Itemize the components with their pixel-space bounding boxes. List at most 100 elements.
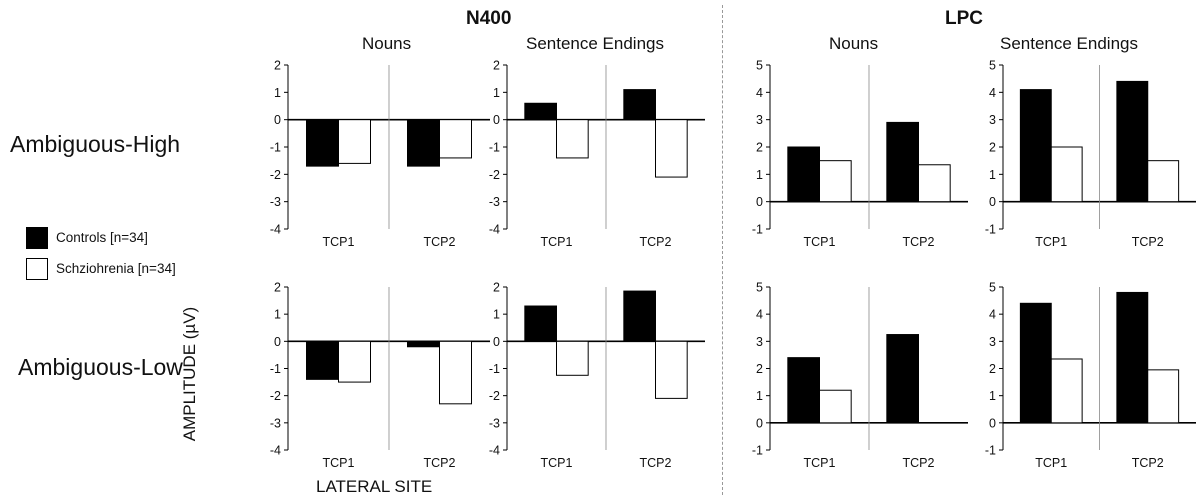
- x-tick-label: TCP2: [640, 235, 672, 249]
- x-tick-label: TCP2: [1132, 235, 1164, 249]
- x-tick-label: TCP2: [640, 456, 672, 470]
- legend-swatch-schizophrenia: [26, 257, 48, 280]
- bar-controls-tcp2: [623, 290, 657, 342]
- bar-controls-tcp1: [787, 146, 820, 203]
- lpc-group-title: LPC: [945, 8, 983, 29]
- y-tick-label: 5: [989, 59, 996, 73]
- y-tick-label: 2: [274, 281, 281, 295]
- y-tick-label: 2: [493, 59, 500, 73]
- y-tick-label: 5: [756, 281, 763, 295]
- bar-schizophrenia-tcp1: [819, 389, 852, 424]
- y-tick-label: -4: [489, 223, 500, 237]
- bar-schizophrenia-tcp1: [556, 340, 589, 376]
- y-tick-label: 5: [756, 59, 763, 73]
- y-tick-label: -2: [489, 168, 500, 182]
- chart-high-lpc-sentence-endings: 5 4 3 2 1 0 -1 TCP1 TCP2: [985, 59, 1196, 249]
- y-tick-label: -1: [985, 223, 996, 237]
- y-tick-label: 3: [989, 335, 996, 349]
- y-tick-label: -1: [270, 362, 281, 376]
- bar-schizophrenia-tcp2: [439, 119, 472, 159]
- x-tick-label: TCP2: [424, 456, 456, 470]
- y-tick-label: -2: [489, 389, 500, 403]
- y-tick-label: -3: [270, 416, 281, 430]
- x-tick-label: TCP2: [1132, 456, 1164, 470]
- y-tick-label: -4: [270, 223, 281, 237]
- bar-schizophrenia-tcp1: [338, 340, 371, 383]
- bar-schizophrenia-tcp2: [1147, 160, 1180, 203]
- col-title-n400-sentence-endings: Sentence Endings: [526, 34, 664, 53]
- chart-high-n400-sentence-endings: 2 1 0 -1 -2 -3 -4 TCP1 TCP2: [489, 59, 705, 249]
- chart-low-lpc-sentence-endings: 5 4 3 2 1 0 -1 TCP1 TCP2: [985, 281, 1196, 470]
- x-tick-label: TCP1: [1035, 456, 1067, 470]
- y-tick-label: 0: [274, 113, 281, 127]
- y-tick-label: -4: [270, 444, 281, 458]
- y-tick-label: 3: [989, 113, 996, 127]
- bar-controls-tcp2: [1116, 80, 1149, 203]
- y-tick-label: 1: [989, 168, 996, 182]
- x-tick-label: TCP2: [424, 235, 456, 249]
- chart-low-n400-sentence-endings: 2 1 0 -1 -2 -3 -4 TCP1 TCP2: [489, 281, 705, 470]
- bar-controls-tcp2: [1116, 291, 1149, 424]
- y-tick-label: 0: [274, 335, 281, 349]
- y-tick-label: -3: [270, 195, 281, 209]
- y-tick-label: -1: [752, 223, 763, 237]
- chart-high-n400-nouns: 2 1 0 -1 -2 -3 -4 TCP1 TCP2: [270, 59, 490, 249]
- bar-controls-tcp1: [306, 340, 339, 380]
- x-tick-label: TCP1: [323, 235, 355, 249]
- y-tick-label: -4: [489, 444, 500, 458]
- x-tick-label: TCP1: [541, 456, 573, 470]
- y-tick-label: 1: [756, 389, 763, 403]
- bar-schizophrenia-tcp1: [556, 119, 589, 159]
- x-tick-label: TCP1: [1035, 235, 1067, 249]
- y-tick-label: 0: [989, 195, 996, 209]
- y-tick-label: 4: [756, 308, 763, 322]
- row-title-ambiguous-low: Ambiguous-Low: [18, 354, 183, 380]
- y-tick-label: 0: [493, 335, 500, 349]
- col-title-lpc-sentence-endings: Sentence Endings: [1000, 34, 1138, 53]
- bar-controls-tcp1: [1019, 302, 1052, 424]
- chart-low-n400-nouns: 2 1 0 -1 -2 -3 -4 TCP1 TCP2: [270, 281, 490, 470]
- y-tick-label: 0: [493, 113, 500, 127]
- x-tick-label: TCP1: [323, 456, 355, 470]
- y-tick-label: -3: [489, 416, 500, 430]
- y-axis-title: AMPLITUDE (µV): [180, 306, 199, 442]
- bar-controls-tcp2: [623, 89, 657, 121]
- bar-controls-tcp2: [886, 121, 920, 203]
- bar-schizophrenia-tcp1: [338, 119, 371, 164]
- legend: Controls [n=34] Schziohrenia [n=34]: [10, 222, 220, 284]
- bar-controls-tcp1: [787, 357, 820, 424]
- n400-group-title: N400: [466, 8, 512, 29]
- bar-schizophrenia-tcp2: [655, 340, 688, 399]
- bar-schizophrenia-tcp1: [1050, 358, 1083, 424]
- y-tick-label: 1: [493, 86, 500, 100]
- x-tick-label: TCP1: [804, 235, 836, 249]
- bar-controls-tcp2: [407, 340, 440, 348]
- y-tick-label: -1: [985, 444, 996, 458]
- bar-schizophrenia-tcp1: [1050, 146, 1083, 203]
- x-tick-label: TCP2: [903, 456, 935, 470]
- y-tick-label: 4: [989, 308, 996, 322]
- y-tick-label: 2: [274, 59, 281, 73]
- chart-low-lpc-nouns: 5 4 3 2 1 0 -1 TCP1 TCP2: [752, 281, 968, 470]
- y-tick-label: -1: [489, 362, 500, 376]
- bar-schizophrenia-tcp2: [439, 340, 472, 405]
- group-separator: [722, 5, 723, 495]
- legend-item-controls: Controls [n=34]: [10, 222, 220, 253]
- y-tick-label: 1: [493, 308, 500, 322]
- bar-controls-tcp1: [524, 305, 557, 342]
- x-tick-label: TCP2: [903, 235, 935, 249]
- col-title-lpc-nouns: Nouns: [829, 34, 879, 53]
- legend-swatch-controls: [26, 226, 48, 249]
- y-tick-label: -1: [752, 444, 763, 458]
- bar-schizophrenia-tcp2: [1147, 369, 1180, 424]
- y-tick-label: 4: [756, 86, 763, 100]
- y-tick-label: 1: [989, 389, 996, 403]
- x-tick-label: TCP1: [804, 456, 836, 470]
- chart-high-lpc-nouns: 5 4 3 2 1 0 -1 TCP1 TCP2: [752, 59, 968, 249]
- bar-controls-tcp2: [886, 334, 920, 424]
- y-tick-label: -1: [270, 141, 281, 155]
- y-tick-label: -1: [489, 141, 500, 155]
- y-tick-label: 2: [493, 281, 500, 295]
- bar-schizophrenia-tcp2: [918, 164, 951, 203]
- y-tick-label: 2: [989, 141, 996, 155]
